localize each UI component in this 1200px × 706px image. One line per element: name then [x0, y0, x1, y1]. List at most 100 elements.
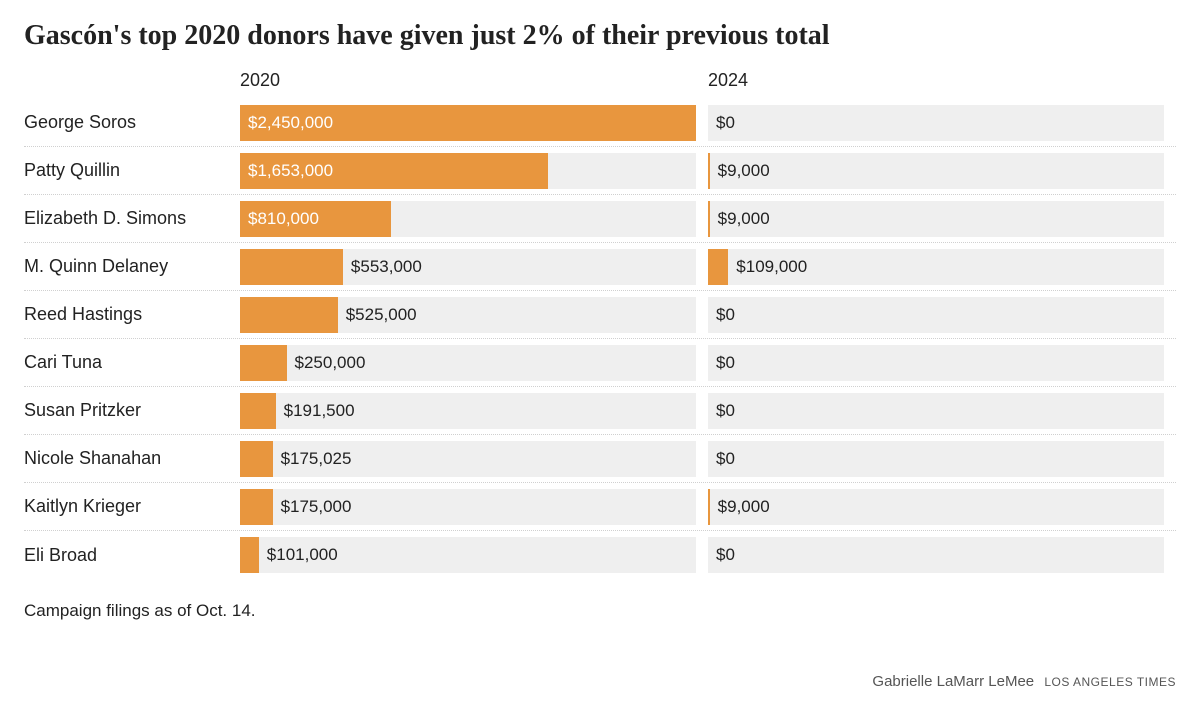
column-header-2020: 2020 [240, 70, 708, 91]
bar-fill [240, 393, 276, 429]
bar-fill [708, 249, 728, 285]
donor-name: Susan Pritzker [24, 400, 240, 421]
bar-track: $109,000 [708, 249, 1164, 285]
bar-fill [240, 297, 338, 333]
table-row: Kaitlyn Krieger $175,000 $9,000 [24, 483, 1176, 531]
bar-cell-2020: $175,000 [240, 489, 708, 525]
bar-value-label: $525,000 [346, 305, 417, 325]
bar-track: $0 [708, 105, 1164, 141]
bar-track: $0 [708, 441, 1164, 477]
bar-fill [240, 441, 273, 477]
bar-track: $175,000 [240, 489, 696, 525]
donor-name: Eli Broad [24, 545, 240, 566]
credit-author: Gabrielle LaMarr LeMee [872, 673, 1034, 690]
table-row: Patty Quillin $1,653,000 $9,000 [24, 147, 1176, 195]
bar-fill [708, 489, 710, 525]
bar-value-label: $0 [716, 305, 735, 325]
bar-cell-2020: $2,450,000 [240, 105, 708, 141]
table-row: Eli Broad $101,000 $0 [24, 531, 1176, 579]
bar-cell-2020: $191,500 [240, 393, 708, 429]
bar-track: $9,000 [708, 489, 1164, 525]
bar-cell-2024: $0 [708, 345, 1176, 381]
bar-fill [708, 153, 710, 189]
bar-value-label: $191,500 [284, 401, 355, 421]
bar-fill [240, 537, 259, 573]
bar-track: $2,450,000 [240, 105, 696, 141]
chart-title: Gascón's top 2020 donors have given just… [24, 20, 1176, 52]
donor-name: George Soros [24, 112, 240, 133]
bar-track: $810,000 [240, 201, 696, 237]
donor-name: Elizabeth D. Simons [24, 208, 240, 229]
table-row: Susan Pritzker $191,500 $0 [24, 387, 1176, 435]
donor-name: M. Quinn Delaney [24, 256, 240, 277]
bar-track: $0 [708, 393, 1164, 429]
bar-track: $191,500 [240, 393, 696, 429]
bar-value-label: $250,000 [295, 353, 366, 373]
bar-track: $0 [708, 537, 1164, 573]
bar-value-label: $2,450,000 [248, 113, 333, 133]
bar-value-label: $9,000 [718, 161, 770, 181]
table-row: Cari Tuna $250,000 $0 [24, 339, 1176, 387]
donor-name: Nicole Shanahan [24, 448, 240, 469]
bar-track: $525,000 [240, 297, 696, 333]
bar-cell-2020: $101,000 [240, 537, 708, 573]
bar-fill [708, 201, 710, 237]
bar-value-label: $0 [716, 449, 735, 469]
bar-fill [240, 489, 273, 525]
bar-value-label: $101,000 [267, 545, 338, 565]
bar-cell-2020: $553,000 [240, 249, 708, 285]
bar-cell-2024: $9,000 [708, 201, 1176, 237]
chart-rows: George Soros $2,450,000 $0 Patty Quillin $1,… [24, 99, 1176, 579]
bar-track: $0 [708, 297, 1164, 333]
bar-value-label: $0 [716, 545, 735, 565]
bar-value-label: $0 [716, 353, 735, 373]
bar-value-label: $1,653,000 [248, 161, 333, 181]
bar-value-label: $109,000 [736, 257, 807, 277]
bar-track: $101,000 [240, 537, 696, 573]
donor-name: Cari Tuna [24, 352, 240, 373]
bar-track: $1,653,000 [240, 153, 696, 189]
bar-cell-2024: $0 [708, 105, 1176, 141]
bar-track: $175,025 [240, 441, 696, 477]
bar-value-label: $9,000 [718, 497, 770, 517]
bar-track: $250,000 [240, 345, 696, 381]
bar-cell-2020: $175,025 [240, 441, 708, 477]
bar-cell-2020: $1,653,000 [240, 153, 708, 189]
bar-value-label: $175,000 [281, 497, 352, 517]
bar-value-label: $0 [716, 113, 735, 133]
bar-cell-2024: $0 [708, 393, 1176, 429]
column-header-2024: 2024 [708, 70, 1176, 91]
bar-cell-2024: $0 [708, 297, 1176, 333]
chart-credit: Gabrielle LaMarr LeMee LOS ANGELES TIMES [872, 673, 1176, 690]
bar-cell-2024: $0 [708, 537, 1176, 573]
chart-footnote: Campaign filings as of Oct. 14. [24, 601, 1176, 621]
bar-fill [240, 345, 287, 381]
bar-value-label: $553,000 [351, 257, 422, 277]
table-row: M. Quinn Delaney $553,000 $109,000 [24, 243, 1176, 291]
donor-name: Reed Hastings [24, 304, 240, 325]
bar-track: $9,000 [708, 153, 1164, 189]
table-row: George Soros $2,450,000 $0 [24, 99, 1176, 147]
bar-cell-2020: $525,000 [240, 297, 708, 333]
donor-name: Patty Quillin [24, 160, 240, 181]
bar-cell-2020: $250,000 [240, 345, 708, 381]
bar-cell-2024: $0 [708, 441, 1176, 477]
bar-value-label: $175,025 [281, 449, 352, 469]
table-row: Reed Hastings $525,000 $0 [24, 291, 1176, 339]
table-row: Elizabeth D. Simons $810,000 $9,000 [24, 195, 1176, 243]
bar-cell-2024: $9,000 [708, 153, 1176, 189]
bar-fill [240, 249, 343, 285]
bar-value-label: $810,000 [248, 209, 319, 229]
bar-value-label: $0 [716, 401, 735, 421]
bar-track: $9,000 [708, 201, 1164, 237]
column-header-row: 2020 2024 [24, 70, 1176, 91]
table-row: Nicole Shanahan $175,025 $0 [24, 435, 1176, 483]
bar-cell-2020: $810,000 [240, 201, 708, 237]
credit-source: LOS ANGELES TIMES [1044, 675, 1176, 689]
bar-track: $553,000 [240, 249, 696, 285]
donor-name: Kaitlyn Krieger [24, 496, 240, 517]
bar-cell-2024: $9,000 [708, 489, 1176, 525]
bar-value-label: $9,000 [718, 209, 770, 229]
bar-track: $0 [708, 345, 1164, 381]
bar-cell-2024: $109,000 [708, 249, 1176, 285]
